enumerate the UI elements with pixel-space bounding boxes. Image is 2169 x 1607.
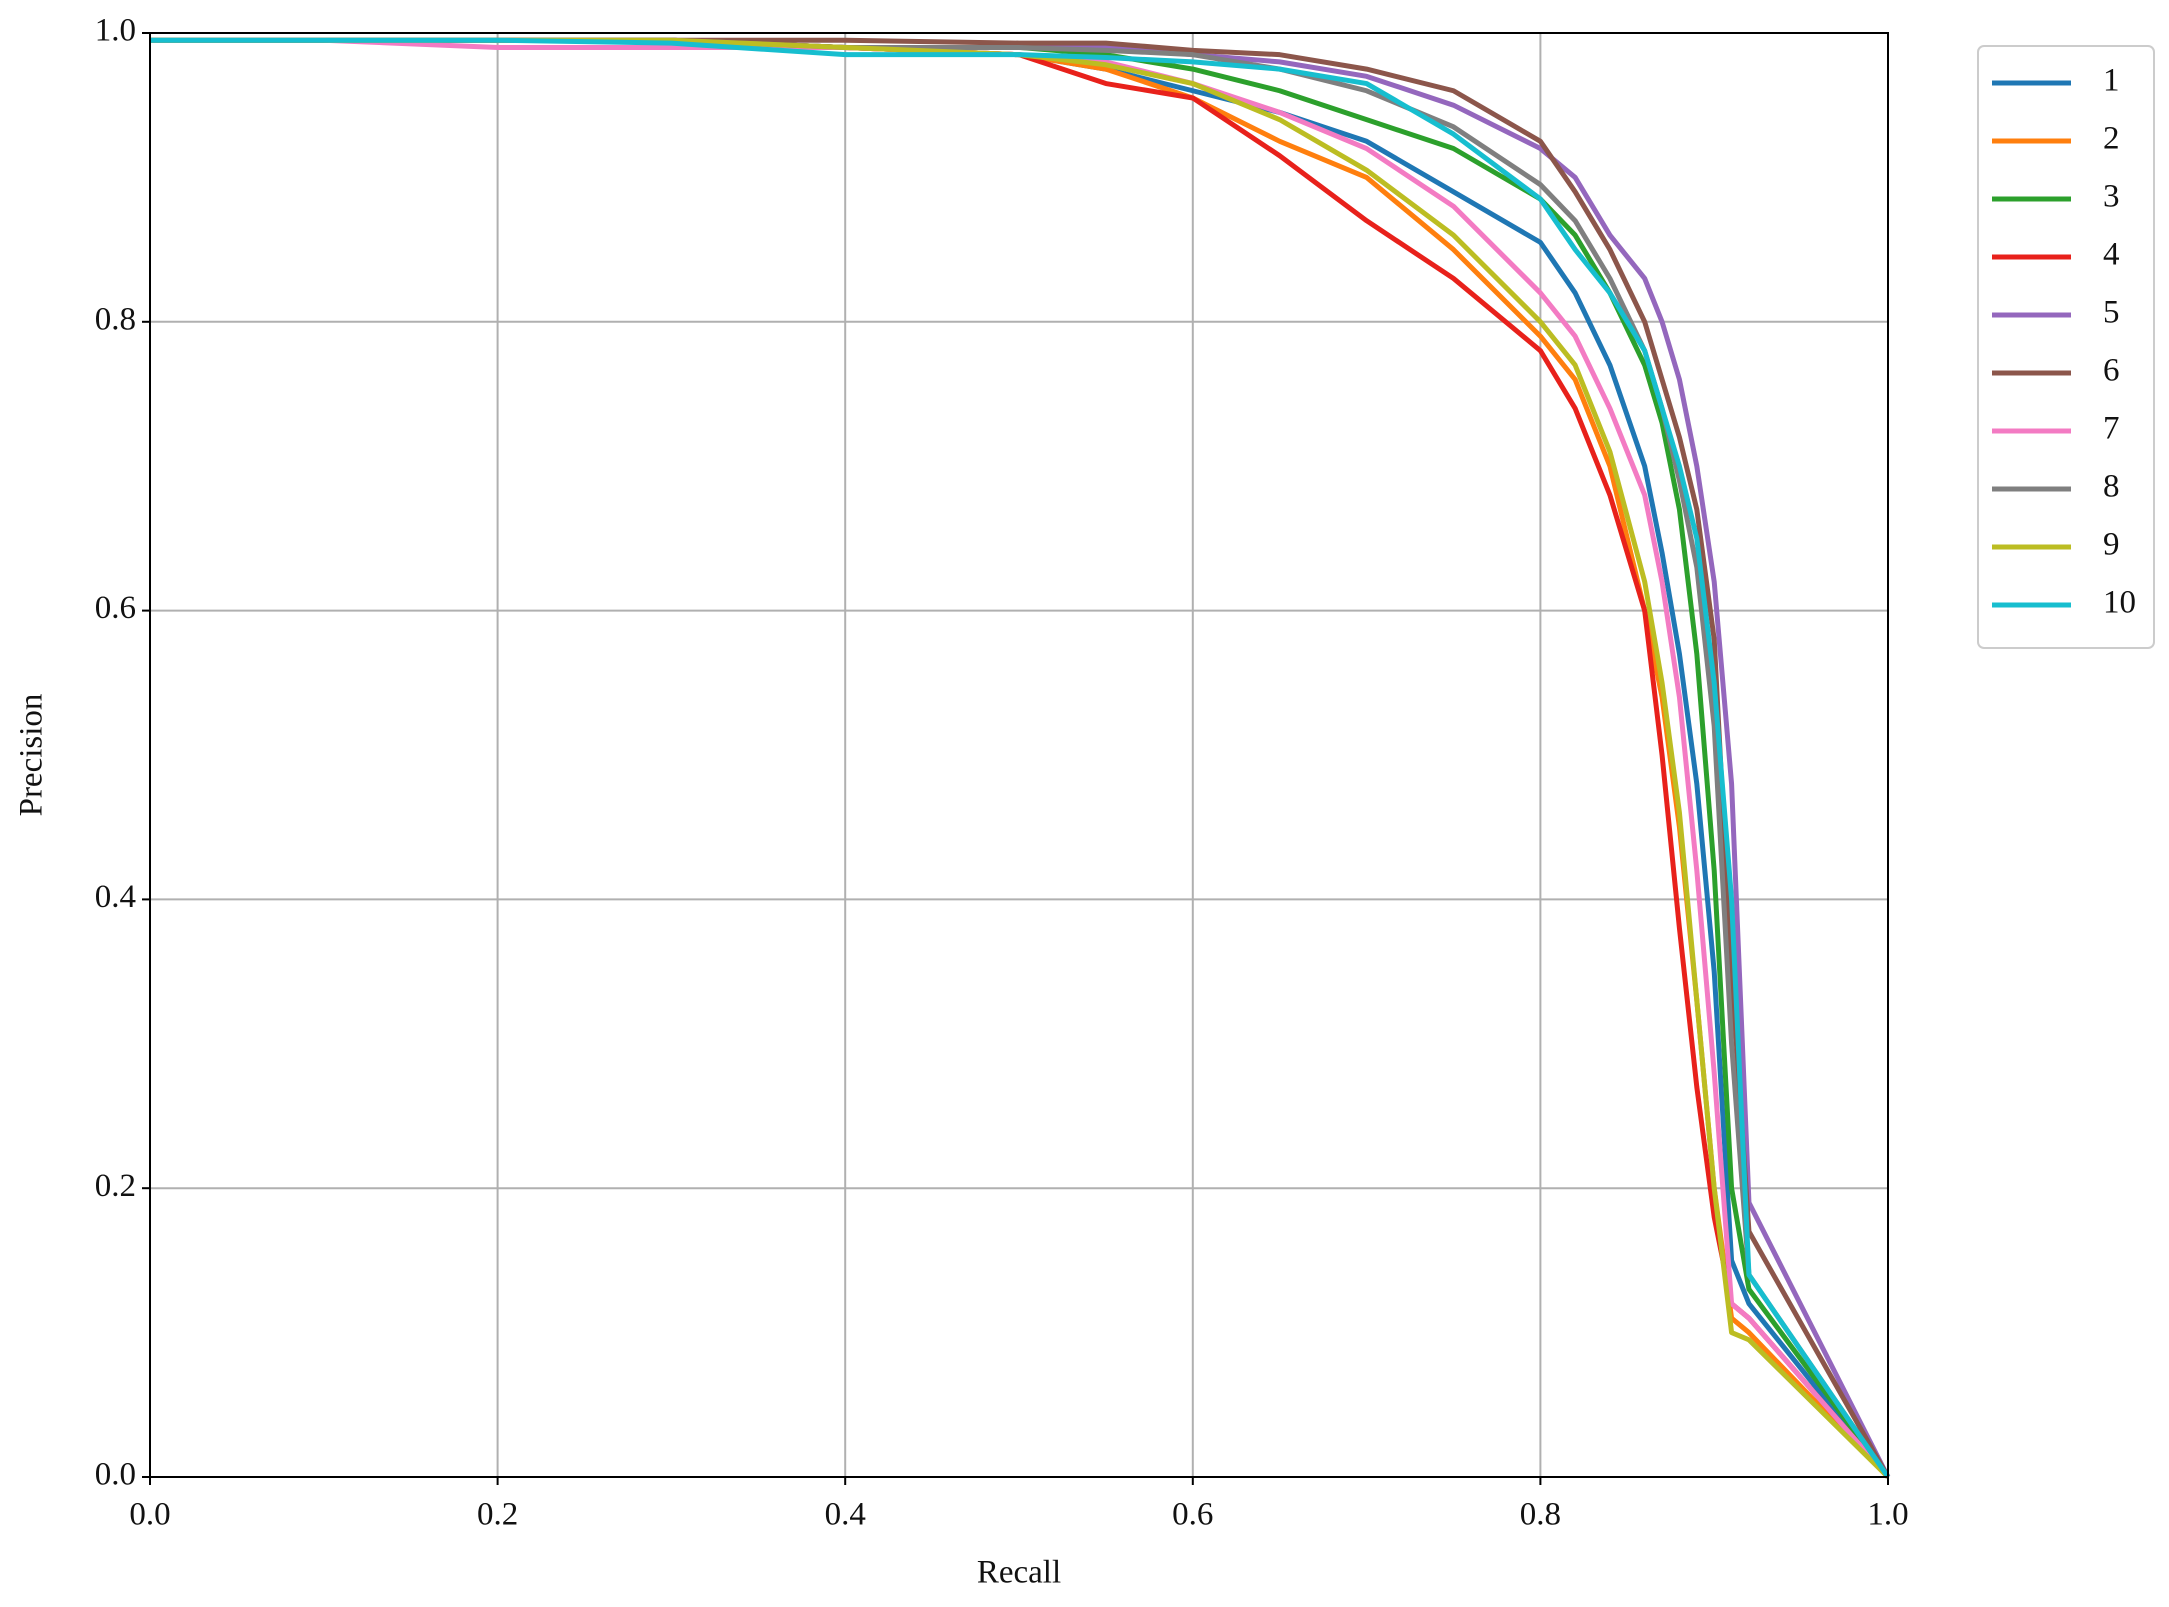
y-tick-label: 0.0	[95, 1457, 136, 1493]
legend-label: 3	[2103, 179, 2120, 215]
legend-label: 7	[2103, 411, 2120, 447]
y-tick-label: 0.2	[95, 1168, 136, 1204]
x-tick-label: 0.2	[477, 1497, 518, 1533]
plot-frame	[149, 32, 1889, 1478]
legend-box	[1977, 45, 2155, 649]
x-tick-label: 0.6	[1172, 1497, 1213, 1533]
series-line	[150, 37, 1891, 1479]
legend-label: 6	[2103, 353, 2120, 389]
y-tick-label: 0.8	[95, 301, 136, 337]
x-tick-label: 0.0	[129, 1497, 170, 1533]
y-tick-label: 0.6	[95, 590, 136, 626]
x-tick-label: 1.0	[1867, 1497, 1908, 1533]
legend-label: 2	[2103, 121, 2120, 157]
legend-label: 10	[2103, 585, 2136, 621]
y-tick-label: 1.0	[95, 13, 136, 49]
x-tick-label: 0.8	[1520, 1497, 1561, 1533]
legend-label: 5	[2103, 295, 2120, 331]
legend-label: 1	[2103, 63, 2120, 99]
series-line	[150, 37, 1891, 1479]
x-axis-label: Recall	[977, 1555, 1061, 1591]
series-line	[150, 37, 1890, 1479]
legend-label: 4	[2103, 237, 2120, 273]
legend-label: 8	[2103, 469, 2120, 505]
x-tick-label: 0.4	[825, 1497, 866, 1533]
series-line	[150, 37, 1891, 1479]
legend-label: 9	[2103, 527, 2120, 563]
y-axis-label: Precision	[14, 694, 50, 817]
y-tick-label: 0.4	[95, 879, 136, 915]
